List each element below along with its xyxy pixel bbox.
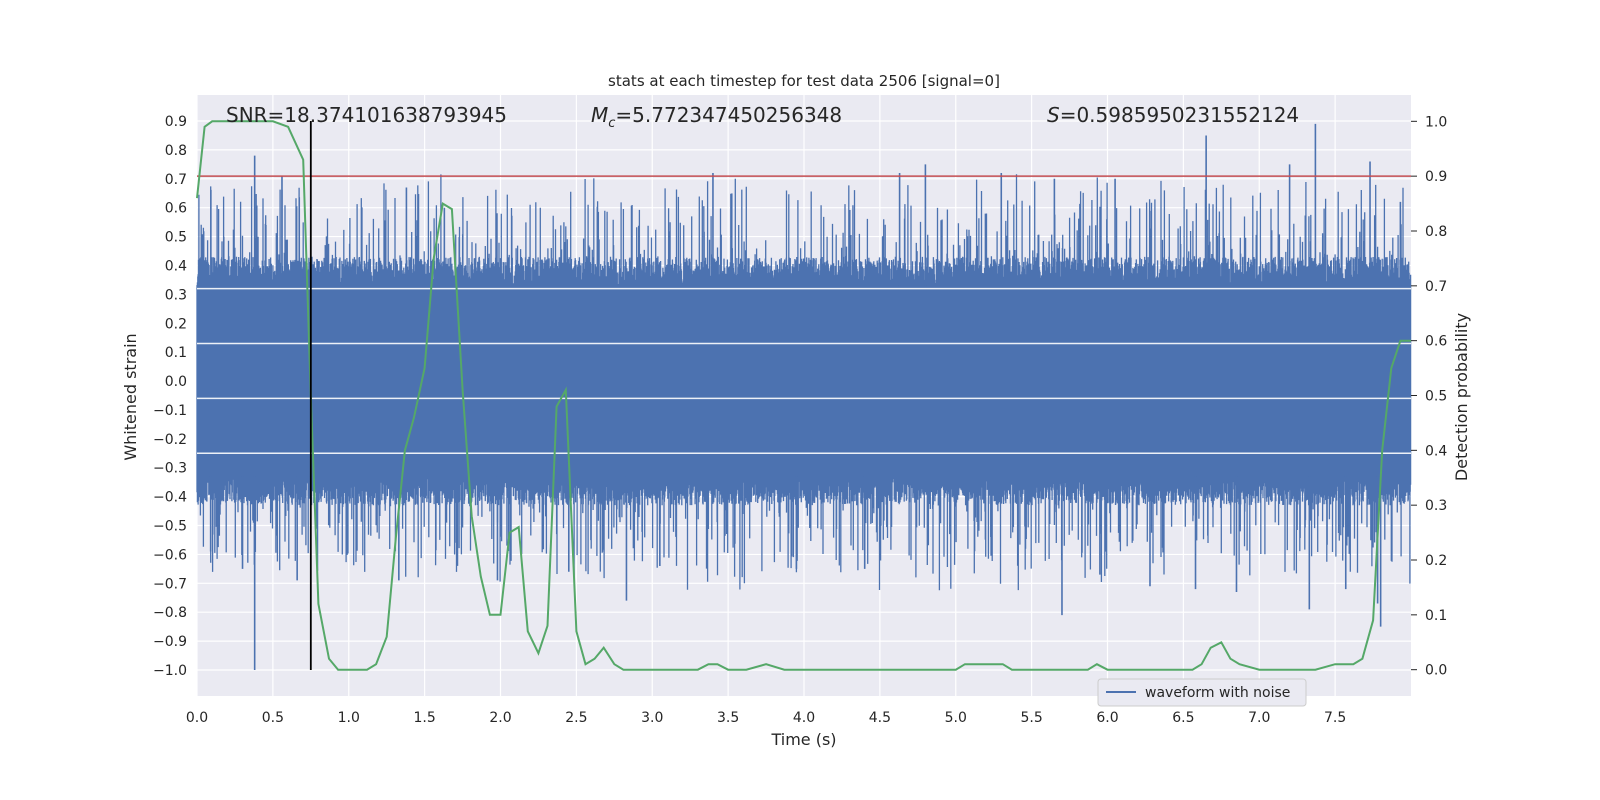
y2-tick-label: 0.4 <box>1425 443 1447 459</box>
x-tick-label: 0.0 <box>186 710 208 726</box>
y2-tick-label: 0.9 <box>1425 169 1447 185</box>
legend-label: waveform with noise <box>1145 685 1290 701</box>
y-tick-label: 0.4 <box>165 258 187 274</box>
mc-annotation: Mc=5.772347450256348 <box>591 103 842 131</box>
x-tick-label: 7.5 <box>1324 710 1346 726</box>
x-tick-label: 6.0 <box>1096 710 1118 726</box>
x-tick-label: 6.5 <box>1172 710 1194 726</box>
x-tick-label: 1.0 <box>338 710 360 726</box>
probability-series <box>196 120 1411 671</box>
y2-tick-label: 0.1 <box>1425 608 1447 624</box>
y2-axis-label: Detection probability <box>1452 313 1471 481</box>
y-tick-label: 0.5 <box>165 230 187 246</box>
legend-box <box>1097 678 1307 707</box>
y2-tick-label: 1.0 <box>1425 114 1447 130</box>
s-annotation: S=0.5985950231552124 <box>1047 103 1299 127</box>
y-tick-label: −0.4 <box>153 490 187 506</box>
x-tick-label: 4.5 <box>869 710 891 726</box>
x-tick-label: 5.5 <box>1020 710 1042 726</box>
x-tick-label: 4.0 <box>793 710 815 726</box>
x-tick-label: 7.0 <box>1248 710 1270 726</box>
y-tick-labels: 0.9 0.8 0.7 0.6 0.5 0.4 0.3 0.2 0.1 0.0 −0.1 −0.2 −0… <box>153 114 187 679</box>
x-tick-label: 1.5 <box>413 710 435 726</box>
y2-tick-label: 0.8 <box>1425 224 1447 240</box>
y-tick-label: −0.7 <box>153 576 187 592</box>
mc-value: =5.772347450256348 <box>615 103 842 127</box>
y2-tick-label: 0.0 <box>1425 663 1447 679</box>
y-tick-label: −0.6 <box>153 547 187 563</box>
y-tick-label: 0.0 <box>165 374 187 390</box>
y-tick-label: 0.1 <box>165 345 187 361</box>
probability-line <box>196 120 1411 671</box>
y-tick-label: −1.0 <box>153 663 187 679</box>
x-tick-label: 3.5 <box>717 710 739 726</box>
waveform-core <box>197 285 1411 477</box>
y2-tick-label: 0.6 <box>1425 334 1447 350</box>
s-symbol: S <box>1047 103 1060 127</box>
y-tick-label: −0.8 <box>153 605 187 621</box>
x-tick-label: 3.0 <box>641 710 663 726</box>
y-tick-label: −0.9 <box>153 634 187 650</box>
y-tick-label: −0.5 <box>153 519 187 535</box>
snr-annotation: SNR=18.374101638793945 <box>226 103 507 127</box>
x-axis-label: Time (s) <box>770 730 836 749</box>
y-tick-label: −0.1 <box>153 403 187 419</box>
y-tick-label: 0.9 <box>165 114 187 130</box>
y-tick-label: −0.3 <box>153 461 187 477</box>
y-tick-label: −0.2 <box>153 432 187 448</box>
y2-tick-label: 0.2 <box>1425 553 1447 569</box>
x-tick-label: 5.0 <box>945 710 967 726</box>
y2-tick-labels: 1.0 0.9 0.8 0.7 0.6 0.5 0.4 0.3 0.2 0.1 0.0 <box>1411 114 1447 679</box>
mc-symbol: M <box>591 103 608 127</box>
y2-tick-label: 0.5 <box>1425 389 1447 405</box>
mc-subscript: c <box>608 116 615 131</box>
s-value: =0.5985950231552124 <box>1060 103 1299 127</box>
y-tick-label: 0.2 <box>165 316 187 332</box>
legend: waveform with noise <box>1097 678 1307 707</box>
y-axis-label: Whitened strain <box>121 333 140 460</box>
y2-tick-label: 0.7 <box>1425 279 1447 295</box>
y-tick-label: 0.8 <box>165 143 187 159</box>
x-tick-labels: 0.0 0.5 1.0 1.5 2.0 2.5 3.0 3.5 4.0 4.5 5.0 5.5 6.0 6… <box>186 710 1346 726</box>
y2-tick-label: 0.3 <box>1425 498 1447 514</box>
x-tick-label: 0.5 <box>262 710 284 726</box>
x-tick-label: 2.5 <box>565 710 587 726</box>
y-tick-label: 0.6 <box>165 201 187 217</box>
x-tick-label: 2.0 <box>489 710 511 726</box>
waveform-series <box>196 123 1412 670</box>
y-tick-label: 0.3 <box>165 287 187 303</box>
chart-title: stats at each timestep for test data 250… <box>608 72 1000 90</box>
y-tick-label: 0.7 <box>165 172 187 188</box>
